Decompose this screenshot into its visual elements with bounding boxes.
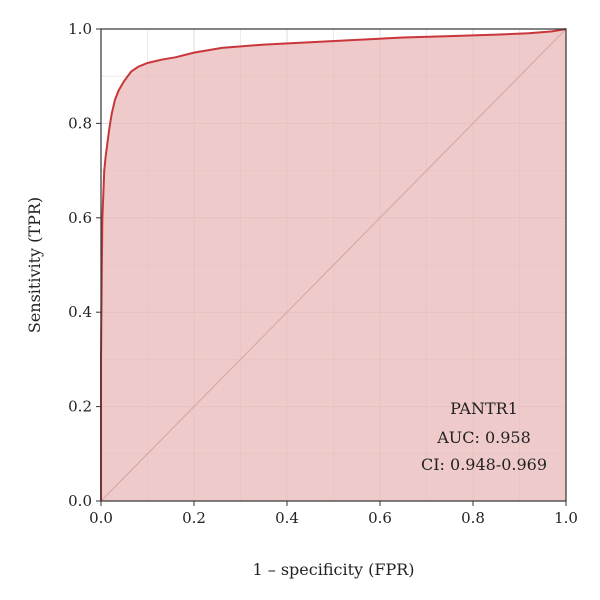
x-tick-label: 0.8 xyxy=(461,509,485,527)
x-tick-label: 0.2 xyxy=(182,509,206,527)
x-tick-label: 0.4 xyxy=(275,509,299,527)
reference-diagonal xyxy=(100,28,567,502)
y-axis-title: Sensitivity (TPR) xyxy=(25,197,44,333)
y-tick-label: 1.0 xyxy=(68,20,92,38)
x-tick-label: 0.0 xyxy=(89,509,113,527)
roc-curve xyxy=(100,28,567,501)
y-tick-label: 0.6 xyxy=(68,209,92,227)
y-tick-label: 0.0 xyxy=(68,492,92,510)
x-tick-label: 0.6 xyxy=(368,509,392,527)
plot-frame xyxy=(100,28,567,502)
y-tick-label: 0.8 xyxy=(68,114,92,132)
y-tick-label: 0.2 xyxy=(68,398,92,416)
x-axis-title: 1 – specificity (FPR) xyxy=(252,560,414,579)
annotation-auc: AUC: 0.958 xyxy=(436,428,531,447)
annotation-ci: CI: 0.948-0.969 xyxy=(421,455,547,474)
x-axis: 0.0 0.2 0.4 0.6 0.8 1.0 xyxy=(89,501,578,527)
annotation-model-name: PANTR1 xyxy=(450,399,518,418)
y-axis: 0.0 0.2 0.4 0.6 0.8 1.0 xyxy=(68,20,101,510)
x-tick-label: 1.0 xyxy=(554,509,578,527)
y-tick-label: 0.4 xyxy=(68,303,92,321)
